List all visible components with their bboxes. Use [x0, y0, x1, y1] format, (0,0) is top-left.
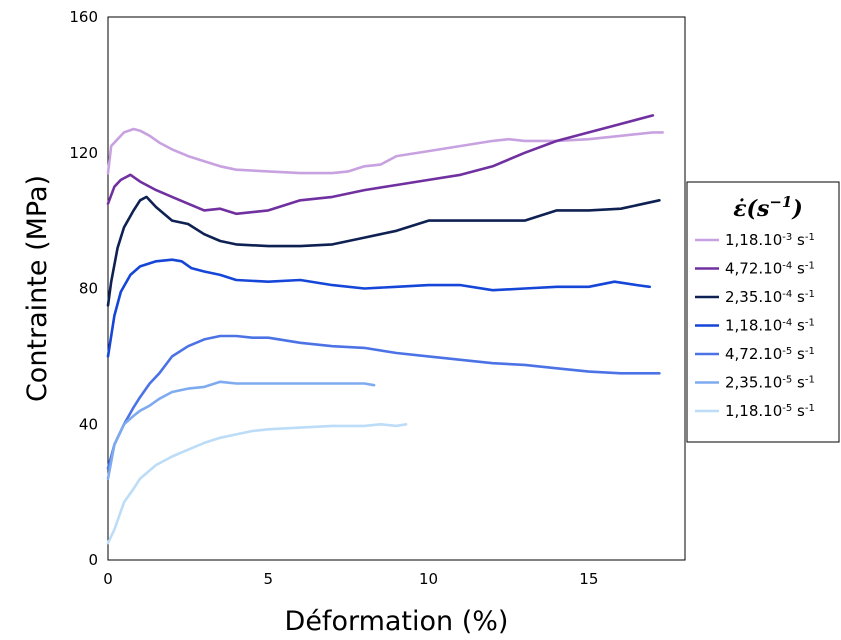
legend-label-2: 4,72.10-4 s-1 [725, 260, 815, 278]
series-line-4 [106, 258, 651, 358]
series-layer [106, 114, 664, 545]
legend: ε̇(s−1) 1,18.10-3 s-1 4,72.10-4 s-1 2,35.1… [686, 181, 840, 443]
x-tick-label: 15 [579, 570, 598, 588]
plot-frame [107, 16, 686, 561]
y-axis-title: Contrainte (MPa) [22, 175, 53, 402]
y-tick-label: 40 [79, 415, 98, 433]
series-line-7 [106, 423, 408, 545]
series-line-3 [106, 195, 661, 307]
series-line-2 [106, 114, 655, 216]
legend-label-6: 2,35.10-5 s-1 [725, 374, 815, 392]
series-line-6 [106, 380, 376, 480]
legend-label-1: 1,18.10-3 s-1 [725, 231, 815, 249]
legend-label-5: 4,72.10-5 s-1 [725, 345, 815, 363]
legend-title: ε̇(s−1) [733, 193, 803, 222]
legend-title-end: ) [791, 196, 802, 222]
legend-label-4: 1,18.10-4 s-1 [725, 317, 815, 335]
x-tick-label: 0 [103, 570, 113, 588]
series-line-5 [106, 334, 661, 470]
plot-area [107, 16, 686, 561]
x-tick-label: 5 [264, 570, 274, 588]
y-tick-label: 80 [79, 280, 98, 298]
legend-title-main: ε̇(s [733, 196, 769, 222]
y-tick-label: 0 [88, 551, 98, 569]
y-tick-label: 160 [69, 8, 98, 26]
x-tick-label: 10 [419, 570, 438, 588]
legend-label-3: 2,35.10-4 s-1 [725, 288, 815, 306]
legend-box [686, 181, 840, 443]
series-line-1 [106, 127, 664, 175]
legend-label-7: 1,18.10-5 s-1 [725, 402, 815, 420]
y-tick-label: 120 [69, 144, 98, 162]
x-axis-title: Déformation (%) [285, 606, 509, 637]
legend-entries: 1,18.10-3 s-1 4,72.10-4 s-1 2,35.10-4 s-1 1… [695, 231, 815, 420]
legend-title-sup: −1 [769, 193, 792, 211]
ticks-layer: 0 40 80 120 160 0 5 10 15 [69, 8, 598, 588]
